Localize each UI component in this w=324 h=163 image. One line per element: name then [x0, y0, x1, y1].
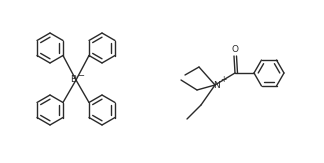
Text: O: O	[232, 45, 238, 54]
Text: B: B	[70, 75, 76, 84]
Text: N: N	[214, 81, 220, 89]
Text: +: +	[220, 74, 227, 83]
Text: −: −	[77, 72, 84, 81]
